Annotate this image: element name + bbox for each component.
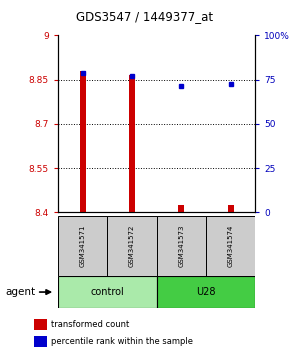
- Bar: [34, 336, 48, 347]
- Text: GSM341571: GSM341571: [80, 225, 86, 267]
- Text: control: control: [90, 287, 124, 297]
- Text: agent: agent: [6, 287, 36, 297]
- Bar: [58, 276, 157, 308]
- Text: GDS3547 / 1449377_at: GDS3547 / 1449377_at: [77, 10, 213, 23]
- Bar: [80, 72, 86, 212]
- Text: transformed count: transformed count: [51, 320, 129, 329]
- Bar: [107, 216, 157, 276]
- Text: GSM341572: GSM341572: [129, 225, 135, 267]
- Bar: [228, 205, 233, 212]
- Text: GSM341574: GSM341574: [228, 225, 233, 267]
- Bar: [129, 75, 135, 212]
- Bar: [157, 216, 206, 276]
- Text: GSM341573: GSM341573: [178, 225, 184, 267]
- Bar: [157, 276, 255, 308]
- Bar: [58, 216, 107, 276]
- Bar: [34, 319, 48, 330]
- Text: percentile rank within the sample: percentile rank within the sample: [51, 337, 193, 346]
- Bar: [206, 216, 255, 276]
- Text: U28: U28: [196, 287, 216, 297]
- Bar: [178, 205, 184, 212]
